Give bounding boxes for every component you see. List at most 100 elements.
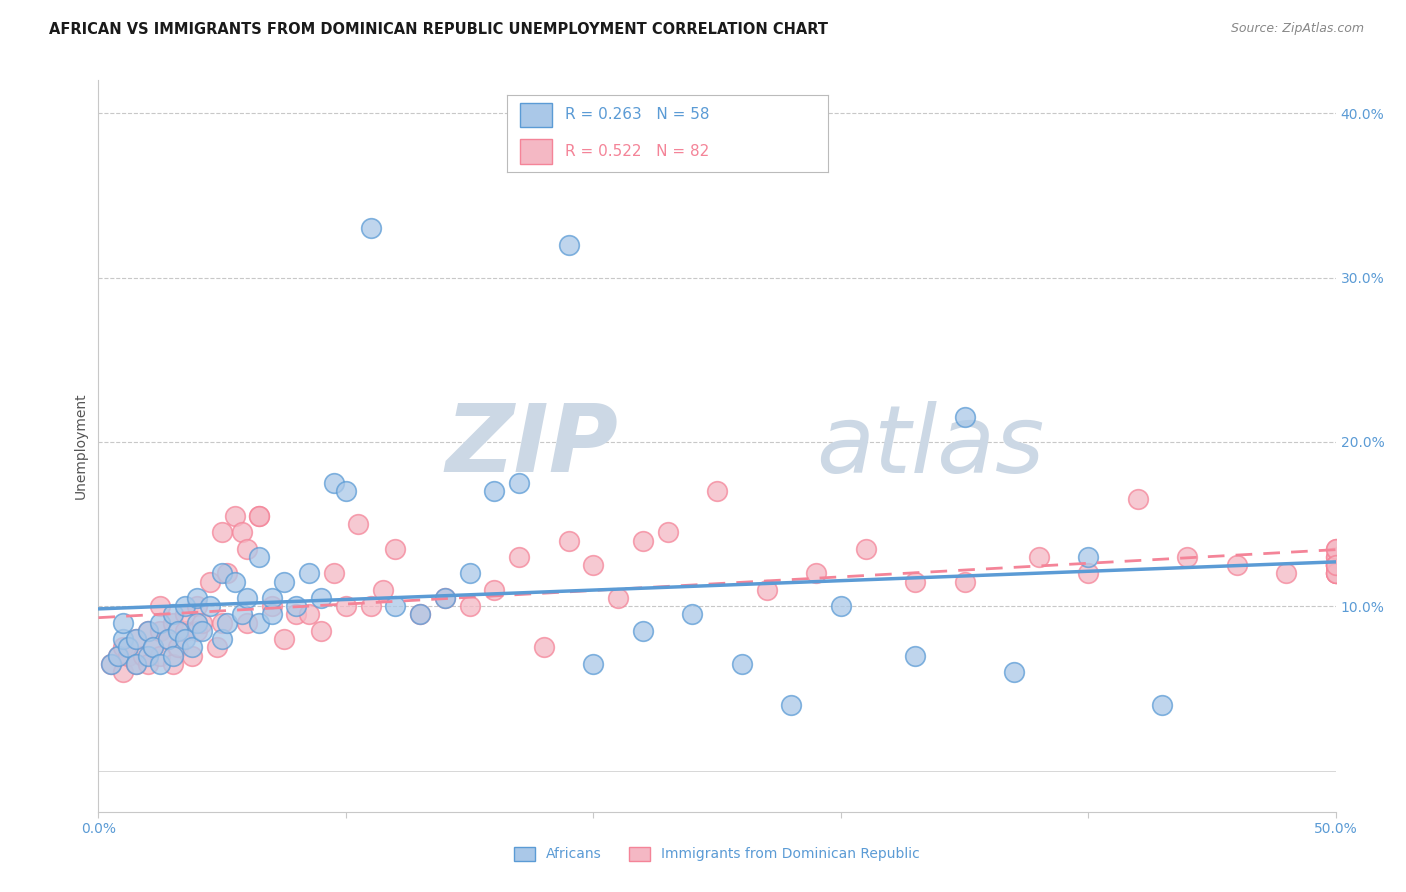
- Point: [236, 541, 259, 556]
- Point: [384, 599, 406, 614]
- Point: [174, 599, 197, 614]
- Point: [224, 508, 246, 523]
- Point: [953, 574, 976, 589]
- Point: [186, 624, 208, 638]
- Point: [657, 525, 679, 540]
- Point: [335, 599, 357, 614]
- Point: [181, 648, 204, 663]
- Point: [149, 624, 172, 638]
- Point: [409, 607, 432, 622]
- Point: [533, 640, 555, 655]
- Point: [1275, 566, 1298, 581]
- Point: [458, 566, 481, 581]
- Point: [322, 566, 344, 581]
- Point: [1175, 549, 1198, 564]
- Point: [166, 624, 188, 638]
- Point: [484, 582, 506, 597]
- Point: [298, 607, 321, 622]
- Point: [360, 221, 382, 235]
- Point: [309, 624, 332, 638]
- Point: [124, 657, 146, 671]
- Point: [309, 591, 332, 605]
- Point: [260, 591, 283, 605]
- Point: [136, 657, 159, 671]
- Point: [1152, 698, 1174, 712]
- Point: [1324, 549, 1347, 564]
- Point: [607, 591, 630, 605]
- Point: [1324, 558, 1347, 573]
- Point: [1324, 541, 1347, 556]
- Point: [706, 484, 728, 499]
- Point: [335, 484, 357, 499]
- Point: [124, 632, 146, 647]
- Point: [247, 508, 270, 523]
- Point: [198, 574, 221, 589]
- Point: [112, 632, 135, 647]
- Point: [117, 640, 139, 655]
- Point: [557, 237, 579, 252]
- Point: [298, 566, 321, 581]
- Point: [1324, 541, 1347, 556]
- Point: [211, 566, 233, 581]
- Point: [855, 541, 877, 556]
- Point: [904, 648, 927, 663]
- Point: [904, 574, 927, 589]
- Point: [112, 665, 135, 679]
- Point: [107, 648, 129, 663]
- Point: [136, 624, 159, 638]
- Point: [1324, 558, 1347, 573]
- Point: [953, 410, 976, 425]
- Point: [142, 640, 165, 655]
- Point: [174, 607, 197, 622]
- Point: [285, 607, 308, 622]
- Point: [211, 525, 233, 540]
- Point: [1324, 558, 1347, 573]
- Point: [107, 648, 129, 663]
- Point: [211, 615, 233, 630]
- Point: [1324, 549, 1347, 564]
- Point: [273, 632, 295, 647]
- Point: [384, 541, 406, 556]
- Point: [186, 591, 208, 605]
- Point: [1077, 549, 1099, 564]
- Point: [136, 624, 159, 638]
- Text: Source: ZipAtlas.com: Source: ZipAtlas.com: [1230, 22, 1364, 36]
- Point: [1324, 566, 1347, 581]
- Point: [162, 615, 184, 630]
- Point: [100, 657, 122, 671]
- Point: [1002, 665, 1025, 679]
- Point: [149, 657, 172, 671]
- Point: [162, 657, 184, 671]
- Point: [156, 632, 179, 647]
- Text: AFRICAN VS IMMIGRANTS FROM DOMINICAN REPUBLIC UNEMPLOYMENT CORRELATION CHART: AFRICAN VS IMMIGRANTS FROM DOMINICAN REP…: [49, 22, 828, 37]
- Point: [112, 615, 135, 630]
- Point: [260, 599, 283, 614]
- Point: [162, 648, 184, 663]
- Point: [149, 599, 172, 614]
- Point: [231, 525, 253, 540]
- Point: [217, 566, 239, 581]
- Y-axis label: Unemployment: Unemployment: [73, 392, 87, 500]
- Point: [322, 475, 344, 490]
- Point: [1324, 558, 1347, 573]
- Text: atlas: atlas: [815, 401, 1045, 491]
- Point: [1226, 558, 1249, 573]
- Point: [186, 615, 208, 630]
- Point: [780, 698, 803, 712]
- Point: [247, 508, 270, 523]
- Point: [285, 599, 308, 614]
- Point: [236, 591, 259, 605]
- Point: [149, 648, 172, 663]
- Point: [198, 599, 221, 614]
- Point: [236, 615, 259, 630]
- Point: [231, 607, 253, 622]
- Point: [217, 615, 239, 630]
- Point: [484, 484, 506, 499]
- Point: [433, 591, 456, 605]
- Point: [458, 599, 481, 614]
- Point: [1028, 549, 1050, 564]
- Point: [191, 615, 214, 630]
- Point: [433, 591, 456, 605]
- Point: [755, 582, 778, 597]
- Point: [409, 607, 432, 622]
